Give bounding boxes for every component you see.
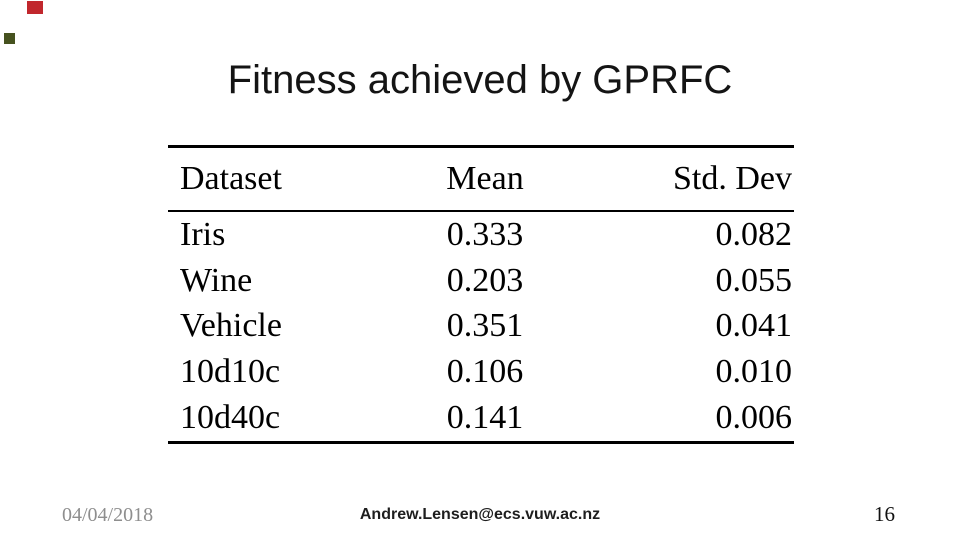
- results-table: Dataset Mean Std. Dev Iris 0.333 0.082 W…: [168, 145, 794, 444]
- cell-mean: 0.106: [446, 353, 524, 391]
- footer-email: Andrew.Lensen@ecs.vuw.ac.nz: [359, 506, 601, 523]
- column-header-mean: Mean: [446, 160, 524, 197]
- cell-dataset: 10d40c: [180, 399, 281, 437]
- cell-std-dev: 0.055: [715, 261, 793, 299]
- column-header-dataset: Dataset: [180, 160, 282, 197]
- cell-std-dev: 0.041: [715, 307, 793, 345]
- decor-red-square: [27, 1, 43, 14]
- cell-std-dev: 0.006: [715, 399, 793, 437]
- table-row: 10d40c 0.141 0.006: [168, 395, 794, 441]
- cell-dataset: 10d10c: [180, 353, 281, 391]
- cell-std-dev: 0.082: [715, 215, 793, 253]
- page-number: 16: [874, 502, 895, 526]
- cell-dataset: Vehicle: [180, 307, 282, 345]
- column-header-std-dev: Std. Dev: [673, 160, 792, 197]
- cell-mean: 0.141: [446, 399, 524, 437]
- table-header-row: Dataset Mean Std. Dev: [168, 148, 794, 210]
- page-title: Fitness achieved by GPRFC: [227, 58, 733, 102]
- cell-mean: 0.333: [446, 215, 524, 253]
- cell-dataset: Iris: [180, 215, 226, 253]
- table-top-rule: [168, 145, 794, 148]
- cell-dataset: Wine: [180, 261, 253, 299]
- cell-std-dev: 0.010: [715, 353, 793, 391]
- table-row: Iris 0.333 0.082: [168, 212, 794, 258]
- table-bottom-rule: [168, 440, 794, 444]
- table-row: 10d10c 0.106 0.010: [168, 349, 794, 395]
- table-row: Vehicle 0.351 0.041: [168, 304, 794, 350]
- table-mid-rule: [168, 210, 794, 212]
- decor-green-square: [4, 33, 15, 44]
- footer-date: 04/04/2018: [62, 504, 154, 526]
- cell-mean: 0.203: [446, 261, 524, 299]
- cell-mean: 0.351: [446, 307, 524, 345]
- table-row: Wine 0.203 0.055: [168, 258, 794, 304]
